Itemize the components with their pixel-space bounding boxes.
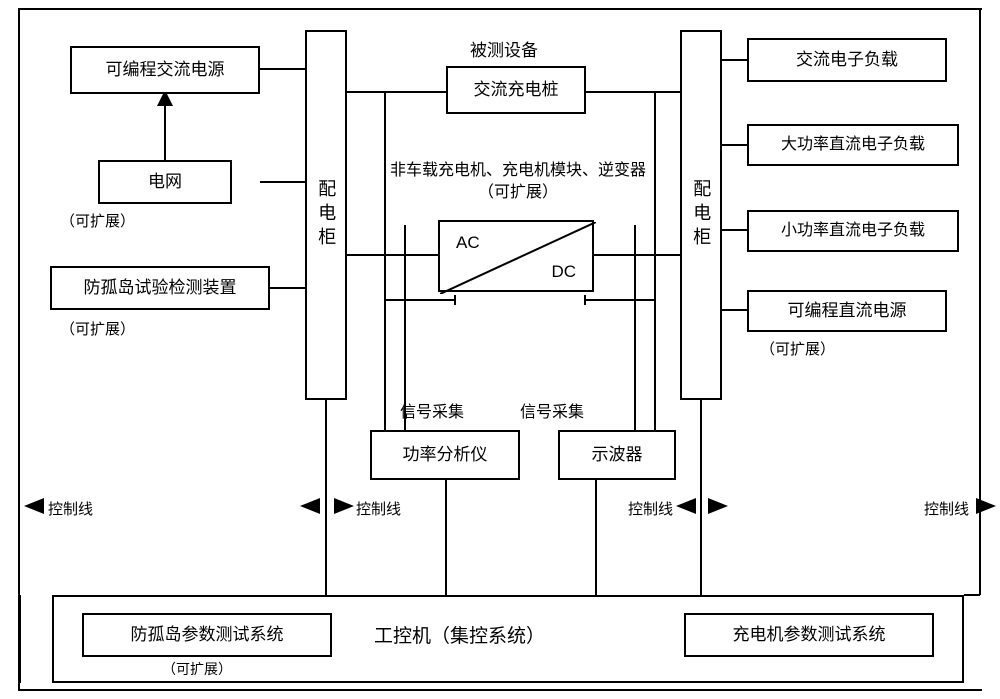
box-dist-cabinet-left: 配电柜	[305, 30, 347, 400]
box-ac-load: 交流电子负载	[747, 38, 947, 82]
label-ctrl-right: 控制线	[924, 498, 969, 519]
box-anti-island-device: 防孤岛试验检测装置	[50, 266, 270, 310]
box-ipc-bar: 防孤岛参数测试系统 （可扩展） 工控机（集控系统） 充电机参数测试系统	[52, 595, 964, 683]
note-grid-expandable: （可扩展）	[60, 210, 135, 231]
label-dut: 被测设备	[470, 36, 538, 61]
label-ctrl-right2: 控制线	[628, 498, 673, 519]
box-charger-test: 充电机参数测试系统	[684, 613, 934, 657]
box-dist-cabinet-right: 配电柜	[680, 30, 722, 400]
note-progdc-expandable: （可扩展）	[760, 338, 835, 359]
box-hp-dc-load: 大功率直流电子负载	[747, 124, 959, 166]
box-prog-dc-source: 可编程直流电源	[747, 290, 947, 332]
label: 防孤岛试验检测装置	[84, 277, 237, 298]
label-ac: AC	[456, 232, 480, 253]
box-grid: 电网	[98, 160, 232, 204]
label-ctrl-left2: 控制线	[356, 498, 401, 519]
box-programmable-ac: 可编程交流电源	[70, 46, 260, 94]
box-oscilloscope: 示波器	[558, 430, 676, 480]
box-anti-island-test: 防孤岛参数测试系统	[82, 613, 332, 657]
label: 示波器	[592, 444, 643, 465]
note-anti-island-test-expandable: （可扩展）	[162, 661, 232, 679]
label: 功率分析仪	[403, 444, 488, 465]
label: 可编程直流电源	[788, 300, 907, 321]
label-dc: DC	[551, 261, 576, 282]
label: 充电机参数测试系统	[733, 624, 886, 645]
label: 可编程交流电源	[106, 59, 225, 80]
box-lp-dc-load: 小功率直流电子负载	[747, 210, 959, 252]
label: 配电柜	[315, 179, 338, 251]
label-sig2: 信号采集	[520, 398, 584, 422]
label: 电网	[148, 171, 182, 192]
box-ac-charger: 交流充电桩	[446, 66, 586, 114]
label: 交流电子负载	[796, 49, 898, 70]
label: 配电柜	[690, 179, 713, 251]
box-power-analyzer: 功率分析仪	[370, 430, 520, 480]
label: 小功率直流电子负载	[781, 221, 925, 241]
label: 交流充电桩	[474, 79, 559, 100]
label-sig1: 信号采集	[400, 398, 464, 422]
box-acdc: AC DC	[438, 220, 594, 292]
label: 防孤岛参数测试系统	[131, 624, 284, 645]
label-ctrl-left: 控制线	[48, 498, 93, 519]
note-anti-island-expandable: （可扩展）	[60, 318, 135, 339]
label: 大功率直流电子负载	[781, 135, 925, 155]
label-offboard-note: 非车载充电机、充电机模块、逆变器（可扩展）	[378, 160, 658, 203]
label-ipc: 工控机（集控系统）	[374, 625, 545, 649]
